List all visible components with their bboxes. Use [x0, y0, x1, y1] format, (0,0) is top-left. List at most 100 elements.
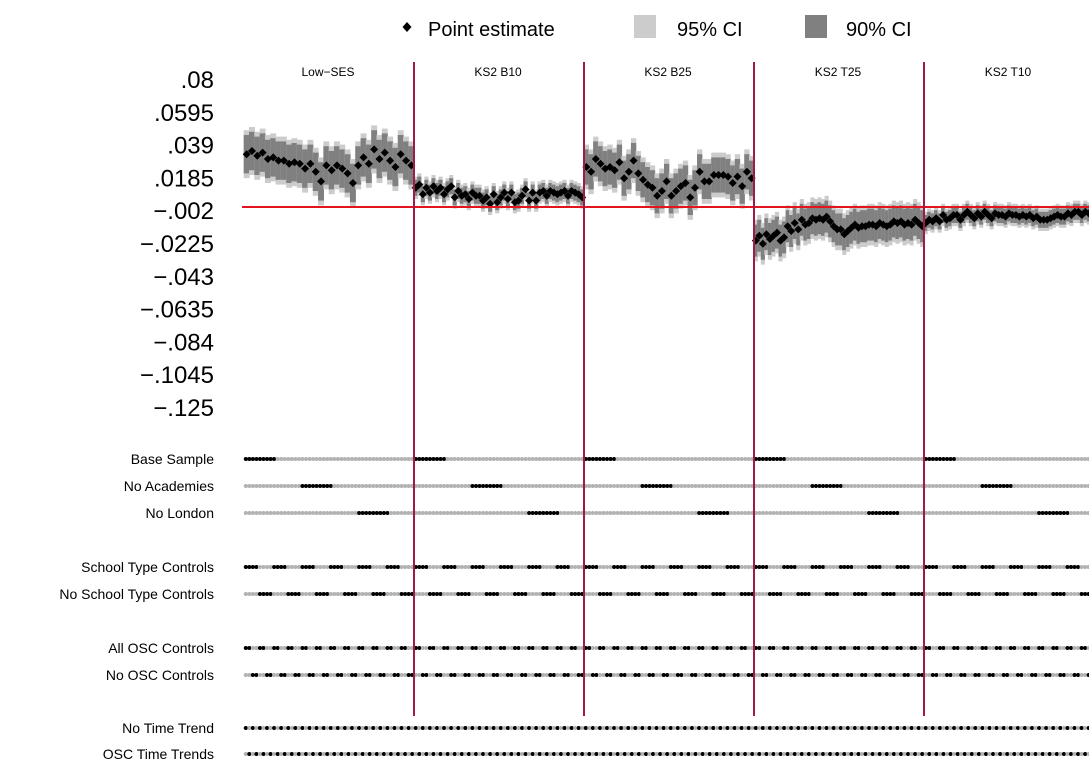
- spec-indicator-dot: [449, 726, 454, 730]
- spec-indicator-dot: [902, 592, 907, 596]
- spec-indicator-dot: [760, 565, 765, 569]
- spec-indicator-dot: [296, 565, 301, 569]
- spec-indicator-dot: [318, 726, 323, 730]
- spec-indicator-dot: [321, 457, 326, 461]
- spec-indicator-dot: [821, 752, 826, 756]
- spec-indicator-dot: [555, 457, 560, 461]
- spec-indicator-dot: [488, 565, 493, 569]
- spec-indicator-dot: [374, 484, 379, 488]
- spec-indicator-dot: [417, 565, 422, 569]
- spec-indicator-dot: [976, 511, 981, 515]
- spec-indicator-dot: [544, 592, 549, 596]
- spec-indicator-dot: [693, 511, 698, 515]
- spec-indicator-dot: [587, 646, 592, 650]
- spec-indicator-dot: [1058, 726, 1063, 730]
- spec-indicator-dot: [381, 752, 386, 756]
- spec-indicator-dot: [371, 752, 376, 756]
- spec-indicator-dot: [558, 726, 563, 730]
- spec-indicator-dot: [381, 592, 386, 596]
- spec-indicator-dot: [367, 511, 372, 515]
- spec-indicator-dot: [364, 752, 369, 756]
- spec-indicator-dot: [629, 592, 634, 596]
- spec-indicator-dot: [512, 457, 517, 461]
- spec-indicator-dot: [459, 484, 464, 488]
- spec-indicator-dot: [810, 484, 815, 488]
- spec-indicator-dot: [860, 726, 865, 730]
- spec-indicator-dot: [470, 592, 475, 596]
- spec-indicator-dot: [934, 457, 939, 461]
- spec-indicator-dot: [930, 457, 935, 461]
- spec-indicator-dot: [760, 673, 765, 677]
- spec-indicator-dot: [835, 646, 840, 650]
- spec-indicator-dot: [1083, 592, 1088, 596]
- spec-indicator-dot: [945, 726, 950, 730]
- spec-indicator-dot: [523, 752, 528, 756]
- spec-indicator-dot: [442, 484, 447, 488]
- spec-indicator-dot: [867, 565, 872, 569]
- spec-indicator-dot: [530, 511, 535, 515]
- spec-indicator-dot: [923, 726, 928, 730]
- spec-indicator-dot: [1079, 726, 1084, 730]
- spec-indicator-dot: [491, 752, 496, 756]
- spec-indicator-dot: [937, 673, 942, 677]
- spec-indicator-dot: [934, 592, 939, 596]
- spec-indicator-dot: [891, 457, 896, 461]
- spec-indicator-dot: [775, 673, 780, 677]
- spec-indicator-dot: [728, 726, 733, 730]
- point-estimate-marker: [639, 175, 648, 184]
- point-estimate-marker: [269, 153, 278, 162]
- spec-indicator-dot: [799, 726, 804, 730]
- spec-indicator-dot: [821, 673, 826, 677]
- spec-indicator-dot: [1019, 484, 1024, 488]
- point-estimate-marker: [525, 196, 534, 205]
- spec-indicator-dot: [346, 752, 351, 756]
- spec-indicator-dot: [551, 673, 556, 677]
- spec-indicator-dot: [945, 565, 950, 569]
- spec-indicator-dot: [1047, 484, 1052, 488]
- spec-indicator-dot: [973, 484, 978, 488]
- spec-indicator-dot: [863, 592, 868, 596]
- spec-indicator-dot: [870, 511, 875, 515]
- spec-indicator-dot: [757, 752, 762, 756]
- spec-indicator-dot: [427, 673, 432, 677]
- spec-indicator-dot: [466, 511, 471, 515]
- spec-indicator-dot: [668, 565, 673, 569]
- spec-indicator-dot: [828, 511, 833, 515]
- spec-row-label: No Time Trend: [122, 720, 214, 736]
- spec-indicator-dot: [594, 752, 599, 756]
- spec-indicator-dot: [828, 565, 833, 569]
- spec-indicator-dot: [1079, 646, 1084, 650]
- spec-indicator-dot: [959, 726, 964, 730]
- spec-indicator-dot: [838, 592, 843, 596]
- spec-indicator-dot: [427, 646, 432, 650]
- spec-indicator-dot: [378, 484, 383, 488]
- spec-indicator-dot: [459, 592, 464, 596]
- spec-indicator-dot: [966, 673, 971, 677]
- spec-indicator-dot: [573, 511, 578, 515]
- spec-indicator-dot: [927, 484, 932, 488]
- spec-indicator-dot: [587, 673, 592, 677]
- spec-indicator-dot: [962, 726, 967, 730]
- spec-indicator-dot: [629, 457, 634, 461]
- spec-indicator-dot: [608, 752, 613, 756]
- spec-indicator-dot: [651, 673, 656, 677]
- spec-indicator-dot: [516, 752, 521, 756]
- spec-indicator-dot: [350, 592, 355, 596]
- spec-indicator-dot: [307, 457, 312, 461]
- spec-indicator-dot: [314, 457, 319, 461]
- spec-indicator-dot: [913, 673, 918, 677]
- point-estimate-marker: [836, 225, 845, 234]
- spec-indicator-dot: [1008, 565, 1013, 569]
- spec-indicator-dot: [279, 511, 284, 515]
- spec-indicator-dot: [590, 726, 595, 730]
- spec-indicator-dot: [881, 565, 886, 569]
- spec-indicator-dot: [867, 726, 872, 730]
- spec-indicator-dot: [413, 726, 418, 730]
- point-estimate-marker: [521, 185, 530, 194]
- spec-indicator-dot: [952, 673, 957, 677]
- spec-indicator-dot: [463, 457, 468, 461]
- spec-indicator-dot: [1061, 646, 1066, 650]
- spec-indicator-dot: [505, 457, 510, 461]
- spec-indicator-dot: [466, 646, 471, 650]
- spec-indicator-dot: [704, 457, 709, 461]
